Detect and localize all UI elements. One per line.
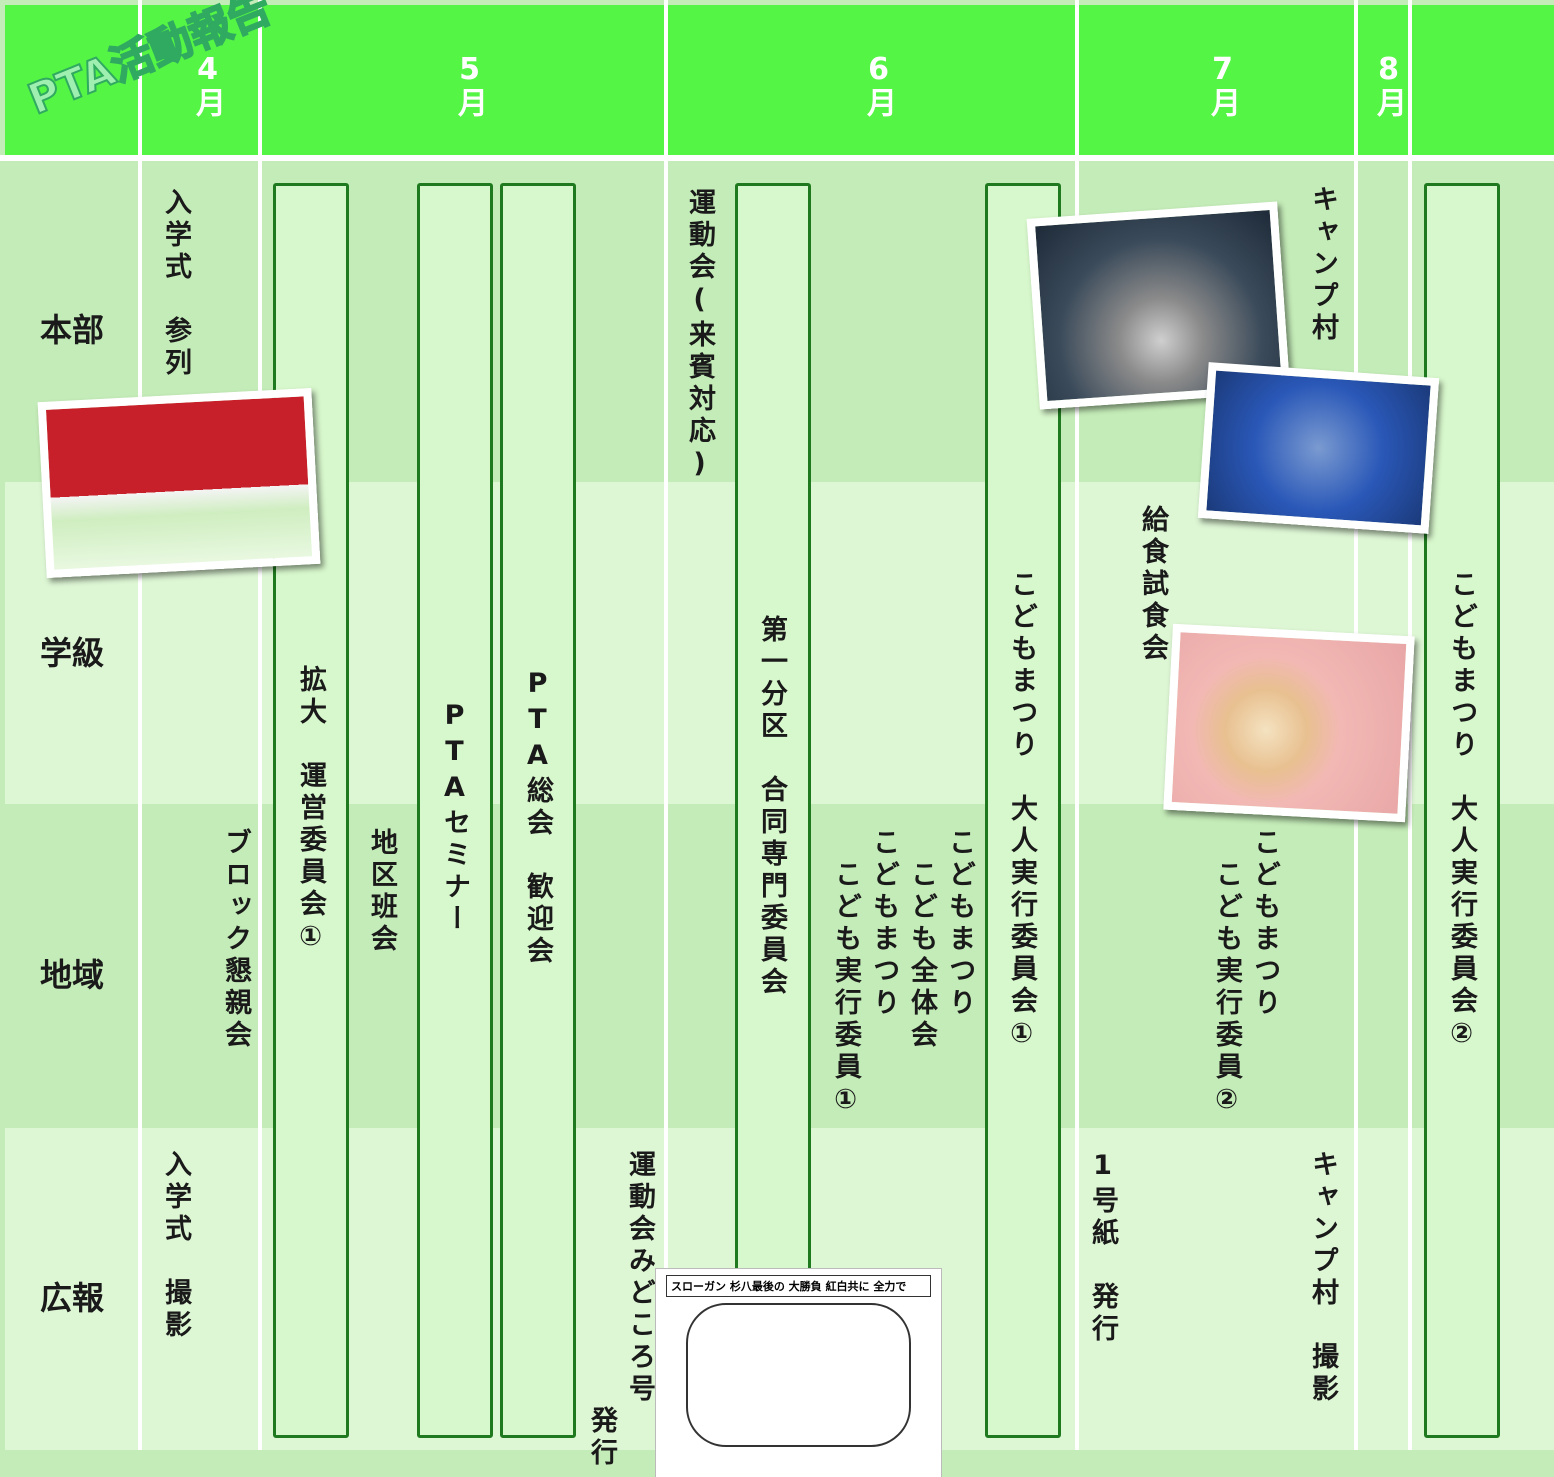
event: 運動会(来賓対応): [684, 188, 715, 484]
row-label: 地域: [40, 956, 105, 994]
map-track: [686, 1303, 911, 1447]
row-label: 学級: [40, 634, 105, 672]
event: こどもまつり こども全体会: [906, 828, 975, 1052]
header-band: [5, 5, 1554, 155]
event: キャンプ村 撮影: [1307, 1150, 1338, 1406]
column-line: [1075, 0, 1079, 1450]
row-label: 広報: [40, 1279, 105, 1317]
event: こどもまつり こども実行委員②: [1211, 828, 1280, 1120]
event: こどもまつり 大人実行委員会①: [1006, 570, 1037, 1054]
event: 地区班会: [366, 828, 397, 956]
column-line: [258, 0, 262, 1450]
column-line: [664, 0, 668, 1450]
event-box: [500, 183, 576, 1438]
map-caption: スローガン 杉八最後の 大勝負 紅白共に 全力で: [666, 1275, 931, 1297]
header-line: [0, 155, 1554, 161]
month: 4月: [190, 52, 225, 117]
photo: [1197, 362, 1440, 534]
photo: [1163, 623, 1415, 823]
event: 入学式 撮影: [160, 1150, 191, 1342]
event: PTAセミナー: [439, 700, 470, 936]
column-line: [138, 0, 142, 1450]
event: ブロック懇親会: [220, 828, 251, 1052]
event: 第一分区 合同専門委員会: [756, 615, 787, 999]
event: 1号紙 発行: [1087, 1150, 1118, 1346]
month: 7月: [1205, 52, 1240, 117]
event: 入学式 参列: [160, 188, 191, 380]
map-image: スローガン 杉八最後の 大勝負 紅白共に 全力で: [655, 1268, 942, 1477]
event: キャンプ村: [1307, 185, 1338, 345]
row-label: 本部: [40, 311, 105, 349]
event-box: [735, 183, 811, 1438]
event: 運動会みどころ号 発行: [586, 1150, 655, 1470]
event: こどもまつり 大人実行委員会②: [1446, 570, 1477, 1054]
event: 給食試食会: [1137, 505, 1168, 665]
event: PTA総会 歓迎会: [522, 668, 553, 968]
month: 8月: [1371, 52, 1406, 117]
photo: [37, 387, 321, 579]
event: 拡大 運営委員会①: [295, 665, 326, 957]
event-box: [417, 183, 493, 1438]
month: 6月: [861, 52, 896, 117]
event: こどもまつり こども実行委員①: [830, 828, 899, 1120]
month: 5月: [452, 52, 487, 117]
